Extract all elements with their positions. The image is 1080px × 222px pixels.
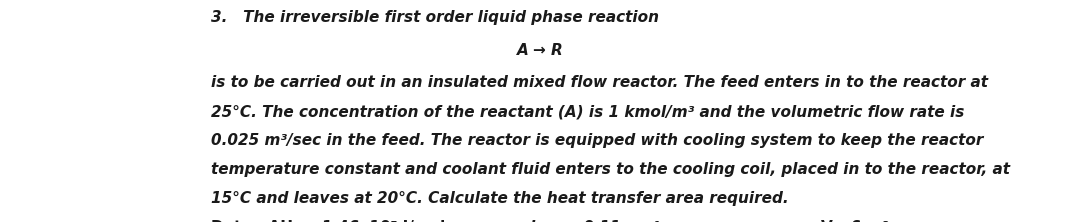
Text: V= 6 m³: V= 6 m³ xyxy=(821,220,889,222)
Text: = 0.11 sn⁻¹: = 0.11 sn⁻¹ xyxy=(566,220,661,222)
Text: k: k xyxy=(529,220,539,222)
Text: 15°C and leaves at 20°C. Calculate the heat transfer area required.: 15°C and leaves at 20°C. Calculate the h… xyxy=(211,191,788,206)
Text: Data:  ΔHᵣ= -1.46x10⁷ J/mol: Data: ΔHᵣ= -1.46x10⁷ J/mol xyxy=(211,220,445,222)
Text: temperature constant and coolant fluid enters to the cooling coil, placed in to : temperature constant and coolant fluid e… xyxy=(211,162,1010,177)
Text: A → R: A → R xyxy=(516,43,564,58)
Text: 25°C. The concentration of the reactant (A) is 1 kmol/m³ and the volumetric flow: 25°C. The concentration of the reactant … xyxy=(211,104,964,119)
Text: 0.025 m³/sec in the feed. The reactor is equipped with cooling system to keep th: 0.025 m³/sec in the feed. The reactor is… xyxy=(211,133,983,148)
Text: 3.   The irreversible first order liquid phase reaction: 3. The irreversible first order liquid p… xyxy=(211,10,659,25)
Text: is to be carried out in an insulated mixed flow reactor. The feed enters in to t: is to be carried out in an insulated mix… xyxy=(211,75,987,91)
